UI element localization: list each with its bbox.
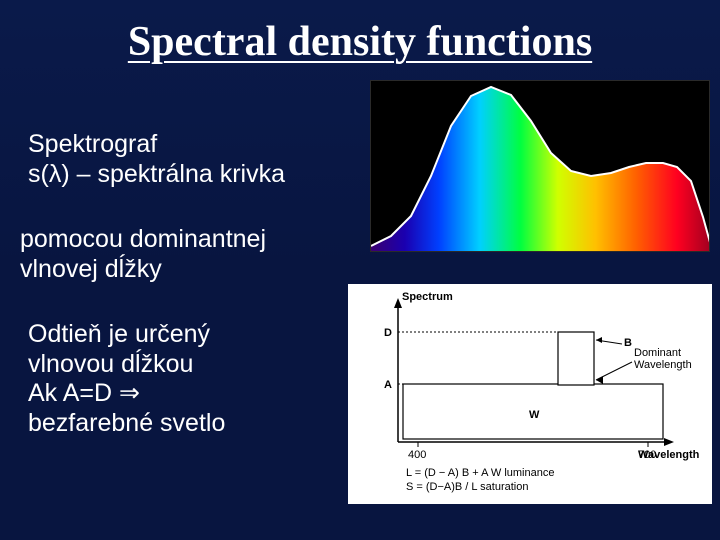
svg-text:Spectrum: Spectrum (402, 291, 453, 303)
page-title: Spectral density functions (0, 0, 720, 72)
spectrum-svg (371, 81, 710, 252)
p2l2: vlnovej dĺžky (20, 255, 162, 283)
svg-text:Wavelength: Wavelength (638, 449, 700, 461)
p3l4: bezfarebné svetlo (28, 409, 225, 437)
svg-text:A: A (384, 379, 392, 391)
p1l1: Spektrograf (28, 130, 157, 158)
p3l2: vlnovou dĺžkou (28, 350, 193, 378)
svg-text:Dominant: Dominant (634, 347, 681, 359)
svg-text:L = (D − A) B + A W lumin: L = (D − A) B + A W luminance (406, 467, 554, 479)
p1l2: s(λ) – spektrálna krivka (28, 160, 285, 188)
p2l1: pomocou dominantnej (20, 225, 266, 253)
para-1: Spektrograf s(λ) – spektrálna krivka (28, 130, 358, 189)
p3l1: Odtieň je určený (28, 320, 210, 348)
svg-text:B: B (624, 337, 632, 349)
p3l3: Ak A=D ⇒ (28, 379, 140, 407)
svg-text:Wavelength: Wavelength (634, 359, 692, 371)
left-column: Spektrograf s(λ) – spektrálna krivka pom… (28, 130, 358, 474)
spectrum-figure (370, 80, 710, 252)
para-2: pomocou dominantnej vlnovej dĺžky (20, 225, 358, 284)
svg-text:S = (D−A)B / L sat: S = (D−A)B / L saturation (406, 481, 528, 493)
svg-text:W: W (529, 409, 540, 421)
spectrum-diagram: SpectrumADBW400700WavelengthDominantWave… (348, 284, 712, 504)
para-3: Odtieň je určený vlnovou dĺžkou Ak A=D ⇒… (28, 320, 358, 438)
svg-text:400: 400 (408, 449, 426, 461)
diagram-svg: SpectrumADBW400700WavelengthDominantWave… (348, 284, 712, 504)
svg-text:D: D (384, 327, 392, 339)
